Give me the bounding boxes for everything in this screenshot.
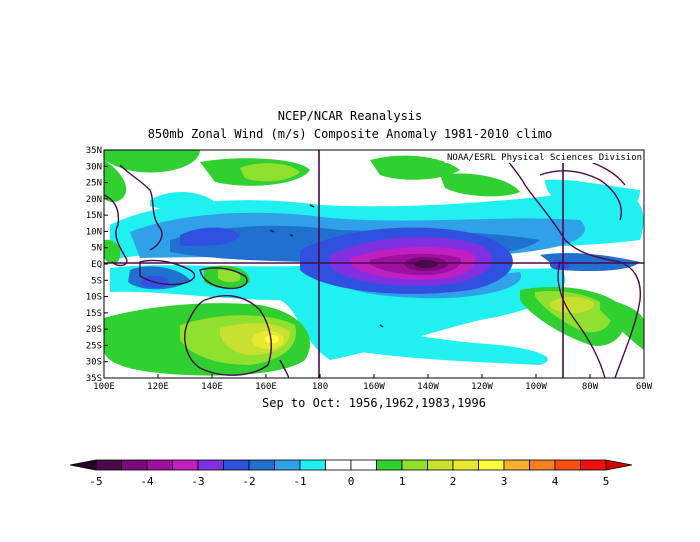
lon-tick-label: 140W <box>417 382 439 392</box>
colorbar-swatch <box>554 459 581 471</box>
coastlines <box>104 150 642 378</box>
colorbar-swatch <box>452 459 479 471</box>
colorbar-high-arrow <box>605 459 633 471</box>
lat-tick-label: 25N <box>86 179 102 189</box>
colorbar-swatch <box>478 459 505 471</box>
colorbar-swatch <box>580 459 607 471</box>
longitude-axis: 100E 120E 140E 160E 180 160W 140W 120W 100W 80W 60… <box>93 374 653 392</box>
lat-tick-label: 15N <box>86 211 102 221</box>
composite-years-label: Sep to Oct: 1956,1962,1983,1996 <box>262 396 486 410</box>
colorbar <box>69 459 633 471</box>
lon-tick-label: 120W <box>471 382 493 392</box>
lat-tick-label: 10N <box>86 227 102 237</box>
colorbar-swatch <box>172 459 199 471</box>
lat-tick-label: 25S <box>86 341 102 351</box>
lon-tick-label: 140E <box>201 382 223 392</box>
colorbar-label: -5 <box>89 475 102 488</box>
reference-lines <box>104 150 644 378</box>
latitude-axis: 35N 30N 25N 20N 15N 10N 5N EQ 5S 10S 15S 20S 25S 30S 3… <box>86 146 108 384</box>
lat-tick-label: 5N <box>91 244 102 254</box>
lon-tick-label: 160E <box>255 382 277 392</box>
credit-text: NOAA/ESRL Physical Sciences Division <box>447 153 642 163</box>
colorbar-label: 1 <box>399 475 406 488</box>
colorbar-label: 2 <box>450 475 457 488</box>
credit-box <box>445 150 644 163</box>
colorbar-swatch <box>274 459 301 471</box>
lat-tick-label: 20N <box>86 195 102 205</box>
colorbar-label: 4 <box>552 475 559 488</box>
lat-tick-label: 35N <box>86 146 102 156</box>
colorbar-label: -2 <box>242 475 255 488</box>
lat-tick-label: 15S <box>86 309 102 319</box>
lat-tick-label: 10S <box>86 293 102 303</box>
lat-tick-label: 35S <box>86 374 102 384</box>
lat-tick-label: 20S <box>86 325 102 335</box>
colorbar-swatch <box>503 459 530 471</box>
lon-tick-label: 180 <box>312 382 328 392</box>
colorbar-swatch <box>325 459 352 471</box>
colorbar-swatch <box>95 459 122 471</box>
colorbar-swatch <box>248 459 275 471</box>
colorbar-swatch <box>350 459 377 471</box>
colorbar-label: 3 <box>501 475 508 488</box>
lat-tick-label: 30S <box>86 358 102 368</box>
colorbar-swatch <box>146 459 173 471</box>
colorbar-swatch <box>197 459 224 471</box>
map-subtitle: 850mb Zonal Wind (m/s) Composite Anomaly… <box>147 127 553 141</box>
lon-tick-label: 100W <box>525 382 547 392</box>
colorbar-swatch <box>376 459 403 471</box>
lon-tick-label: 120E <box>147 382 169 392</box>
colorbar-label: -3 <box>191 475 204 488</box>
lat-tick-label: 30N <box>86 162 102 172</box>
map-title: NCEP/NCAR Reanalysis <box>277 109 423 123</box>
colorbar-swatch <box>529 459 556 471</box>
colorbar-label: -1 <box>293 475 306 488</box>
colorbar-label: 0 <box>348 475 355 488</box>
colorbar-swatch <box>223 459 250 471</box>
colorbar-swatch <box>121 459 148 471</box>
colorbar-label: 5 <box>603 475 610 488</box>
colorbar-low-arrow <box>69 459 97 471</box>
lon-tick-label: 80W <box>582 382 599 392</box>
colorbar-swatch <box>299 459 326 471</box>
lon-tick-label: 100E <box>93 382 115 392</box>
colorbar-labels: -5 -4 -3 -2 -1 0 1 2 3 4 5 <box>89 475 609 488</box>
lat-tick-label: EQ <box>91 260 102 270</box>
colorbar-swatch <box>427 459 454 471</box>
colorbar-label: -4 <box>140 475 154 488</box>
lat-tick-label: 5S <box>91 276 102 286</box>
lon-tick-label: 160W <box>363 382 385 392</box>
lon-tick-label: 60W <box>636 382 653 392</box>
colorbar-swatch <box>401 459 428 471</box>
